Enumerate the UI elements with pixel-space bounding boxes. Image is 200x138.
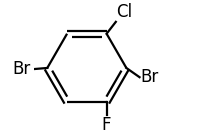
Text: Br: Br — [140, 68, 158, 86]
Text: Br: Br — [13, 60, 31, 78]
Text: Cl: Cl — [116, 3, 133, 21]
Text: F: F — [102, 116, 111, 134]
